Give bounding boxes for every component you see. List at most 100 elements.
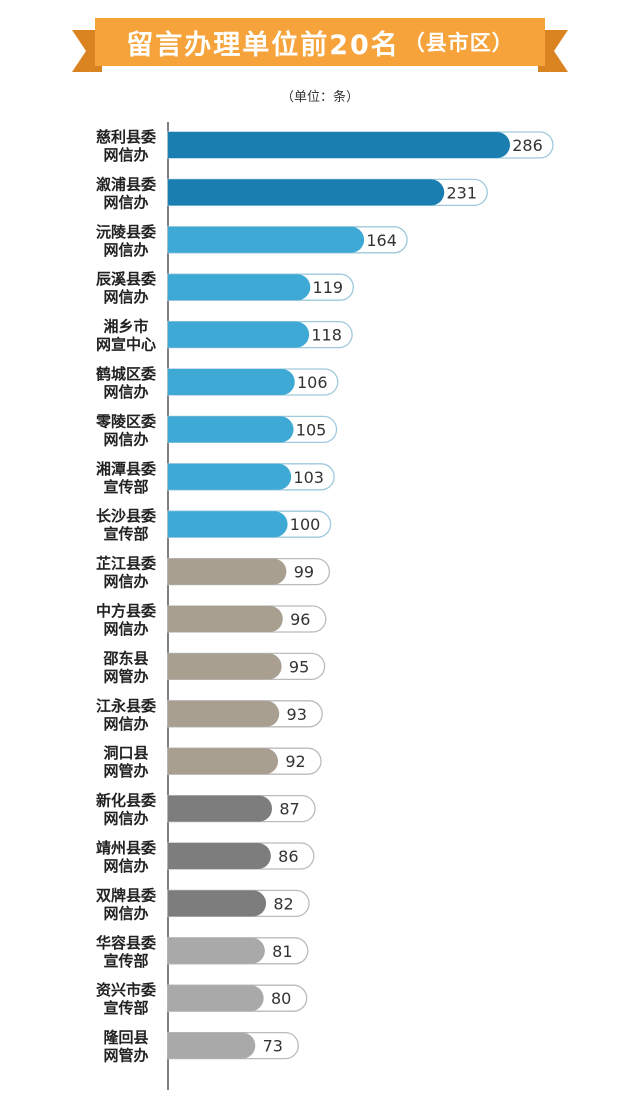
- category-label: 湘潭县委宣传部: [96, 460, 156, 496]
- bar: [168, 369, 295, 395]
- category-label-line: 网信办: [103, 857, 148, 875]
- bar: [168, 179, 445, 206]
- bar-value-label: 231: [446, 183, 477, 202]
- bar: [168, 226, 365, 253]
- category-label-line: 慈利县委: [96, 128, 156, 146]
- bar-value-label: 118: [311, 326, 342, 345]
- category-label-line: 零陵区委: [95, 412, 156, 430]
- bar: [168, 274, 311, 301]
- bar-value-label: 81: [272, 942, 292, 961]
- bar-value-label: 105: [296, 420, 327, 439]
- bar-value-label: 286: [512, 136, 543, 155]
- category-label-line: 江永县委: [96, 697, 156, 715]
- category-label: 芷江县委网信办: [96, 555, 156, 591]
- bar: [168, 511, 288, 538]
- bar: [168, 132, 510, 158]
- bar: [168, 748, 279, 775]
- category-label: 隆回县网管办: [103, 1029, 148, 1065]
- category-label-line: 网宣中心: [96, 336, 156, 354]
- category-label-line: 资兴市委: [96, 981, 156, 999]
- bar-value-label: 87: [279, 800, 299, 819]
- bar-value-label: 95: [289, 657, 309, 676]
- category-label-line: 网信办: [103, 904, 148, 922]
- bar: [168, 843, 271, 869]
- bar: [168, 937, 265, 964]
- category-label: 溆浦县委网信办: [96, 175, 156, 211]
- category-label-line: 网管办: [103, 667, 148, 685]
- bar: [168, 985, 264, 1012]
- bar: [168, 1032, 256, 1059]
- category-label-line: 鹤城区委: [96, 365, 156, 383]
- category-label-line: 芷江县委: [96, 555, 156, 573]
- category-label-line: 网管办: [103, 762, 148, 780]
- category-label: 沅陵县委网信办: [96, 223, 156, 259]
- category-label-line: 华容县委: [96, 934, 156, 952]
- category-label-line: 网信办: [103, 620, 148, 638]
- category-label-line: 靖州县委: [96, 839, 156, 857]
- title-banner: [72, 18, 568, 72]
- category-label: 双牌县委网信办: [96, 886, 156, 922]
- category-label: 资兴市委宣传部: [96, 981, 156, 1017]
- category-label: 邵东县网管办: [102, 649, 148, 685]
- category-label: 江永县委网信办: [96, 697, 156, 733]
- category-label-line: 洞口县: [103, 744, 148, 762]
- category-label-line: 新化县委: [96, 792, 156, 810]
- bar-value-label: 80: [271, 989, 291, 1008]
- category-label: 湘乡市网宣中心: [96, 318, 156, 354]
- category-label: 辰溪县委网信办: [96, 270, 156, 306]
- banner-right-ribbon: [538, 30, 568, 72]
- bar: [168, 653, 282, 680]
- bar-value-label: 164: [366, 231, 397, 250]
- bar-value-label: 86: [278, 847, 298, 866]
- bar: [168, 795, 273, 822]
- category-label-line: 双牌县委: [96, 886, 156, 904]
- bar: [168, 606, 283, 632]
- banner-body: [95, 18, 545, 66]
- category-label: 慈利县委网信办: [96, 128, 156, 164]
- bar-value-label: 92: [285, 752, 305, 771]
- bar: [168, 416, 294, 443]
- bar-value-label: 99: [294, 563, 314, 582]
- category-label: 洞口县网管办: [103, 744, 148, 780]
- category-label: 鹤城区委网信办: [96, 365, 156, 401]
- bar-value-label: 103: [293, 468, 324, 487]
- bar-value-label: 73: [263, 1037, 283, 1056]
- category-label-line: 宣传部: [103, 999, 148, 1017]
- bar: [168, 700, 280, 727]
- page-title: 留言办理单位前20名 （县市区）: [95, 18, 545, 66]
- bar: [168, 321, 310, 348]
- category-label-line: 中方县委: [96, 602, 156, 620]
- bar-value-label: 82: [273, 894, 293, 913]
- category-label-line: 网信办: [103, 430, 148, 448]
- category-label-line: 湘乡市: [103, 318, 148, 336]
- category-label-line: 网信办: [103, 241, 148, 259]
- bar-value-label: 93: [287, 705, 307, 724]
- category-label-line: 宣传部: [103, 478, 148, 496]
- category-label-line: 网信办: [103, 383, 148, 401]
- bar-value-label: 106: [297, 373, 328, 392]
- title-main: 留言办理单位前20名: [126, 29, 400, 61]
- category-label-line: 邵东县: [102, 649, 148, 667]
- category-label-line: 辰溪县委: [96, 270, 156, 288]
- title-paren: （县市区）: [403, 31, 514, 55]
- category-label: 新化县委网信办: [96, 792, 156, 828]
- category-label: 零陵区委网信办: [95, 412, 156, 448]
- bar: [168, 890, 267, 917]
- category-label: 长沙县委宣传部: [96, 507, 156, 543]
- category-label-line: 长沙县委: [96, 507, 156, 525]
- category-label-line: 网管办: [103, 1047, 148, 1065]
- bar: [168, 463, 292, 490]
- category-label: 中方县委网信办: [96, 602, 156, 638]
- category-label-line: 网信办: [103, 715, 148, 733]
- category-label-line: 网信办: [103, 193, 148, 211]
- category-label-line: 网信办: [103, 288, 148, 306]
- category-label-line: 湘潭县委: [96, 460, 156, 478]
- category-label-line: 网信办: [103, 810, 148, 828]
- category-label: 靖州县委网信办: [96, 839, 156, 875]
- category-label-line: 隆回县: [103, 1029, 148, 1047]
- banner-left-ribbon: [72, 30, 102, 72]
- category-label-line: 网信办: [103, 146, 148, 164]
- category-label-line: 沅陵县委: [96, 223, 156, 241]
- bar-value-label: 119: [313, 278, 344, 297]
